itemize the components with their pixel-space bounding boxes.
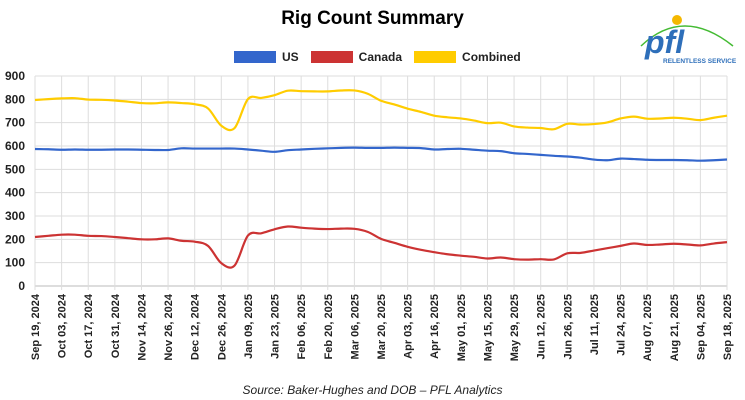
x-tick-label: Sep 04, 2025 <box>695 294 707 360</box>
legend-item-us: US <box>234 50 299 64</box>
x-tick-label: Dec 12, 2024 <box>190 293 202 360</box>
y-tick-label: 500 <box>5 162 25 176</box>
x-tick-label: Aug 21, 2025 <box>669 294 681 361</box>
x-tick-label: Apr 16, 2025 <box>429 294 441 359</box>
x-tick-label: Mar 20, 2025 <box>376 294 388 359</box>
y-tick-label: 800 <box>5 92 25 106</box>
x-tick-label: May 01, 2025 <box>456 294 468 361</box>
svg-text:RELENTLESS SERVICE: RELENTLESS SERVICE <box>663 58 737 65</box>
source-note: Source: Baker-Hughes and DOB – PFL Analy… <box>242 383 503 397</box>
x-tick-label: Feb 06, 2025 <box>296 294 308 359</box>
legend-label: Combined <box>462 50 521 64</box>
x-tick-label: Jun 12, 2025 <box>536 294 548 359</box>
legend-swatch <box>414 51 457 63</box>
x-tick-label: Oct 17, 2024 <box>83 293 95 358</box>
x-tick-label: Nov 14, 2024 <box>136 293 148 361</box>
x-tick-label: Jun 26, 2025 <box>562 294 574 359</box>
chart-legend: US Canada Combined <box>234 50 533 64</box>
x-tick-label: Mar 06, 2025 <box>349 294 361 359</box>
x-tick-label: Apr 03, 2025 <box>403 294 415 359</box>
x-tick-label: Jul 24, 2025 <box>616 294 628 356</box>
y-tick-label: 400 <box>5 186 25 200</box>
series-line-canada <box>34 225 728 269</box>
svg-text:pfl: pfl <box>644 24 685 60</box>
x-tick-label: Oct 31, 2024 <box>110 293 122 358</box>
x-tick-label: Jan 23, 2025 <box>270 294 282 359</box>
x-tick-label: May 15, 2025 <box>482 294 494 361</box>
legend-label: US <box>282 50 299 64</box>
pfl-logo: pfl RELENTLESS SERVICE <box>640 15 737 65</box>
x-tick-label: Dec 26, 2024 <box>216 293 228 360</box>
x-tick-label: Sep 19, 2024 <box>30 293 42 360</box>
series-line-us <box>34 146 728 162</box>
x-tick-label: Sep 18, 2025 <box>722 294 734 360</box>
x-tick-label: Feb 20, 2025 <box>323 294 335 359</box>
x-tick-label: Nov 26, 2024 <box>163 293 175 361</box>
y-tick-label: 300 <box>5 209 25 223</box>
x-tick-label: Jul 11, 2025 <box>589 294 601 355</box>
x-tick-label: Jan 09, 2025 <box>243 294 255 359</box>
legend-item-canada: Canada <box>310 50 403 64</box>
legend-swatch <box>310 51 353 63</box>
legend-label: Canada <box>358 50 403 64</box>
x-tick-label: Oct 03, 2024 <box>57 293 69 358</box>
y-tick-label: 900 <box>5 69 25 83</box>
y-tick-label: 100 <box>5 256 25 270</box>
chart-title: Rig Count Summary <box>281 8 464 29</box>
legend-swatch <box>234 51 276 63</box>
legend-item-combined: Combined <box>414 50 521 64</box>
y-tick-label: 0 <box>18 279 25 293</box>
series-line-combined <box>34 89 728 132</box>
y-tick-label: 700 <box>5 116 25 130</box>
x-tick-label: May 29, 2025 <box>509 294 521 361</box>
x-tick-label: Aug 07, 2025 <box>642 294 654 361</box>
y-tick-label: 600 <box>5 139 25 153</box>
y-tick-label: 200 <box>5 232 25 246</box>
